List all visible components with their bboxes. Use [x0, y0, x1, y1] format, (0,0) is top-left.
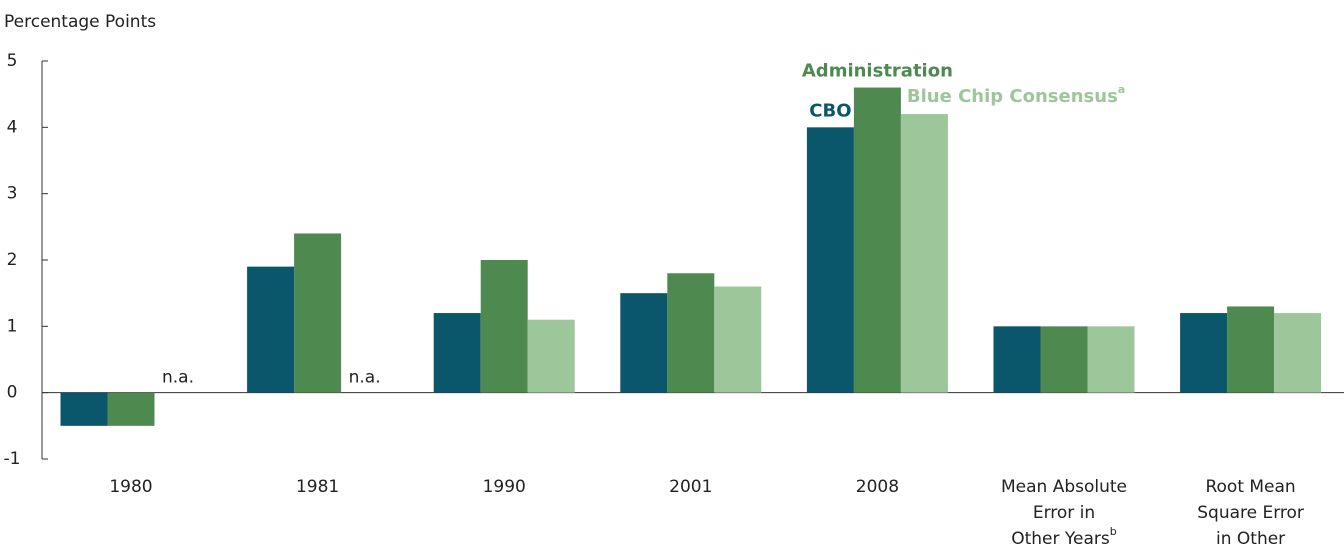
bar: [993, 326, 1041, 393]
value-label: n.a.: [349, 368, 381, 388]
y-tick-label: 5: [7, 51, 18, 71]
x-tick-label: 2008: [856, 477, 899, 497]
value-label: n.a.: [162, 368, 194, 388]
legend-label: Administration: [802, 61, 953, 82]
y-tick-label: 2: [7, 250, 18, 270]
bar: [247, 266, 295, 393]
y-tick-label: 4: [7, 117, 18, 137]
bar: [480, 260, 528, 393]
x-tick-label: Mean Absolute Error in Other Yearsb: [1001, 477, 1127, 549]
bar: [667, 273, 715, 393]
footnote-mark: c: [1270, 551, 1276, 553]
x-tick-label: 2001: [669, 477, 712, 497]
bar: [60, 392, 108, 426]
bar: [1180, 313, 1228, 393]
bar: [1087, 326, 1135, 393]
bar: [433, 313, 481, 393]
x-tick-label: 1981: [296, 477, 339, 497]
bar: [806, 127, 854, 393]
bar: [714, 286, 762, 393]
y-tick-label: 3: [7, 184, 18, 204]
footnote-mark: b: [1110, 525, 1117, 538]
x-tick-label: 1980: [109, 477, 152, 497]
y-tick-label: 0: [7, 383, 18, 403]
y-tick-label: -1: [4, 449, 21, 469]
x-tick-label: 1990: [483, 477, 526, 497]
bar: [853, 87, 901, 393]
y-axis-title: Percentage Points: [4, 12, 156, 32]
legend-label: CBO: [809, 100, 851, 121]
legend-label: Blue Chip Consensusa: [907, 83, 1125, 107]
bar: [1274, 313, 1322, 393]
bar: [1227, 306, 1275, 393]
bar: [294, 233, 342, 393]
y-tick-label: 1: [7, 316, 18, 336]
footnote-mark: a: [1118, 83, 1125, 96]
bar: [900, 114, 948, 393]
bar: [1040, 326, 1088, 393]
bar: [107, 392, 155, 426]
bar: [620, 293, 668, 393]
bar: [527, 319, 575, 393]
